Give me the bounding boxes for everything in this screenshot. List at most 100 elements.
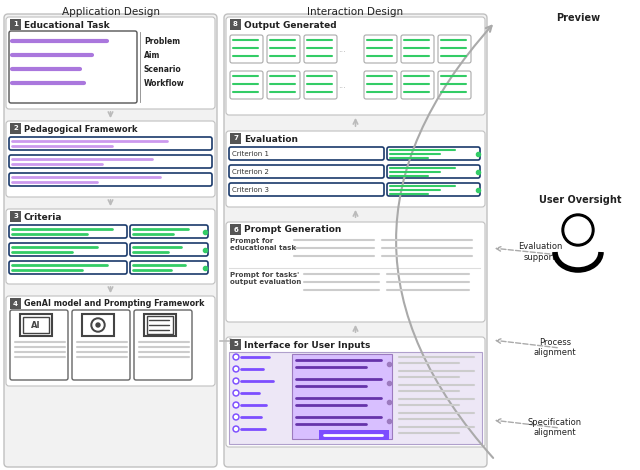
Circle shape <box>233 354 239 360</box>
Bar <box>10 19 21 30</box>
Text: Process
alignment: Process alignment <box>534 338 576 357</box>
Bar <box>20 314 52 336</box>
FancyBboxPatch shape <box>387 165 480 178</box>
Text: Output Generated: Output Generated <box>244 21 337 30</box>
FancyBboxPatch shape <box>9 243 127 256</box>
Text: Specification
alignment: Specification alignment <box>528 418 582 438</box>
FancyBboxPatch shape <box>304 35 337 63</box>
FancyBboxPatch shape <box>230 35 263 63</box>
FancyBboxPatch shape <box>130 225 208 238</box>
Bar <box>230 339 241 350</box>
Text: 8: 8 <box>233 22 238 28</box>
Text: 6: 6 <box>233 227 238 233</box>
Text: Aim: Aim <box>144 50 161 60</box>
Text: 1: 1 <box>13 22 18 28</box>
Circle shape <box>233 402 239 408</box>
Bar <box>229 352 482 444</box>
Text: User Oversight: User Oversight <box>539 195 621 205</box>
Bar <box>319 430 389 440</box>
Circle shape <box>562 214 594 246</box>
Text: Preview: Preview <box>556 13 600 23</box>
Circle shape <box>234 428 237 431</box>
Text: Criterion 3: Criterion 3 <box>232 187 269 193</box>
Text: Problem: Problem <box>144 37 180 46</box>
Bar <box>230 133 241 144</box>
Bar <box>292 354 392 439</box>
FancyBboxPatch shape <box>4 14 217 467</box>
Circle shape <box>96 323 100 327</box>
FancyBboxPatch shape <box>9 225 127 238</box>
FancyBboxPatch shape <box>9 173 212 186</box>
Text: Evaluation: Evaluation <box>244 134 298 143</box>
Text: Criterion 2: Criterion 2 <box>232 169 269 174</box>
FancyBboxPatch shape <box>438 71 471 99</box>
FancyBboxPatch shape <box>267 71 300 99</box>
Circle shape <box>93 320 103 330</box>
Circle shape <box>234 355 237 359</box>
Text: Application Design: Application Design <box>61 7 159 17</box>
Text: Prompt for tasks'
output evaluation: Prompt for tasks' output evaluation <box>230 272 301 285</box>
Text: Interaction Design: Interaction Design <box>307 7 404 17</box>
FancyBboxPatch shape <box>9 155 212 168</box>
Circle shape <box>233 366 239 372</box>
Circle shape <box>234 368 237 370</box>
FancyBboxPatch shape <box>226 17 485 115</box>
Circle shape <box>234 415 237 418</box>
Text: 3: 3 <box>13 213 18 219</box>
FancyBboxPatch shape <box>387 183 480 196</box>
FancyBboxPatch shape <box>9 261 127 274</box>
Circle shape <box>565 217 591 243</box>
Circle shape <box>234 392 237 394</box>
FancyBboxPatch shape <box>6 209 215 284</box>
Text: AI: AI <box>31 321 41 329</box>
Text: 7: 7 <box>233 135 238 141</box>
Text: 5: 5 <box>233 342 238 347</box>
FancyBboxPatch shape <box>134 310 192 380</box>
Circle shape <box>234 404 237 407</box>
Circle shape <box>233 378 239 384</box>
Text: Evaluation
support: Evaluation support <box>518 243 562 262</box>
FancyBboxPatch shape <box>364 71 397 99</box>
FancyBboxPatch shape <box>130 261 208 274</box>
Text: Interface for User Inputs: Interface for User Inputs <box>244 340 371 350</box>
Bar <box>10 298 21 309</box>
FancyBboxPatch shape <box>304 71 337 99</box>
Bar <box>10 123 21 134</box>
FancyBboxPatch shape <box>267 35 300 63</box>
Bar <box>144 314 176 336</box>
Circle shape <box>233 390 239 396</box>
FancyBboxPatch shape <box>438 35 471 63</box>
FancyBboxPatch shape <box>6 296 215 386</box>
Bar <box>82 314 114 336</box>
Text: 4: 4 <box>13 300 18 306</box>
Bar <box>147 316 173 334</box>
Text: Educational Task: Educational Task <box>24 21 109 30</box>
FancyBboxPatch shape <box>226 131 485 207</box>
Circle shape <box>233 414 239 420</box>
Text: Prompt Generation: Prompt Generation <box>244 226 341 235</box>
Bar <box>230 224 241 235</box>
Text: Workflow: Workflow <box>144 78 185 87</box>
FancyBboxPatch shape <box>6 121 215 197</box>
FancyBboxPatch shape <box>229 147 384 160</box>
FancyBboxPatch shape <box>72 310 130 380</box>
Text: ...: ... <box>338 45 346 54</box>
Text: ...: ... <box>338 80 346 89</box>
Text: Criterion 1: Criterion 1 <box>232 150 269 157</box>
Bar <box>230 19 241 30</box>
FancyBboxPatch shape <box>10 310 68 380</box>
Text: Scenario: Scenario <box>144 64 182 73</box>
FancyBboxPatch shape <box>226 222 485 322</box>
FancyBboxPatch shape <box>6 17 215 109</box>
Text: Prompt for
educational task: Prompt for educational task <box>230 238 296 251</box>
FancyBboxPatch shape <box>401 35 434 63</box>
FancyBboxPatch shape <box>387 147 480 160</box>
FancyBboxPatch shape <box>130 243 208 256</box>
FancyBboxPatch shape <box>229 165 384 178</box>
Bar <box>10 211 21 222</box>
FancyBboxPatch shape <box>226 337 485 447</box>
Text: GenAI model and Prompting Framework: GenAI model and Prompting Framework <box>24 299 205 308</box>
Text: 2: 2 <box>13 125 18 132</box>
FancyBboxPatch shape <box>364 35 397 63</box>
FancyBboxPatch shape <box>230 71 263 99</box>
